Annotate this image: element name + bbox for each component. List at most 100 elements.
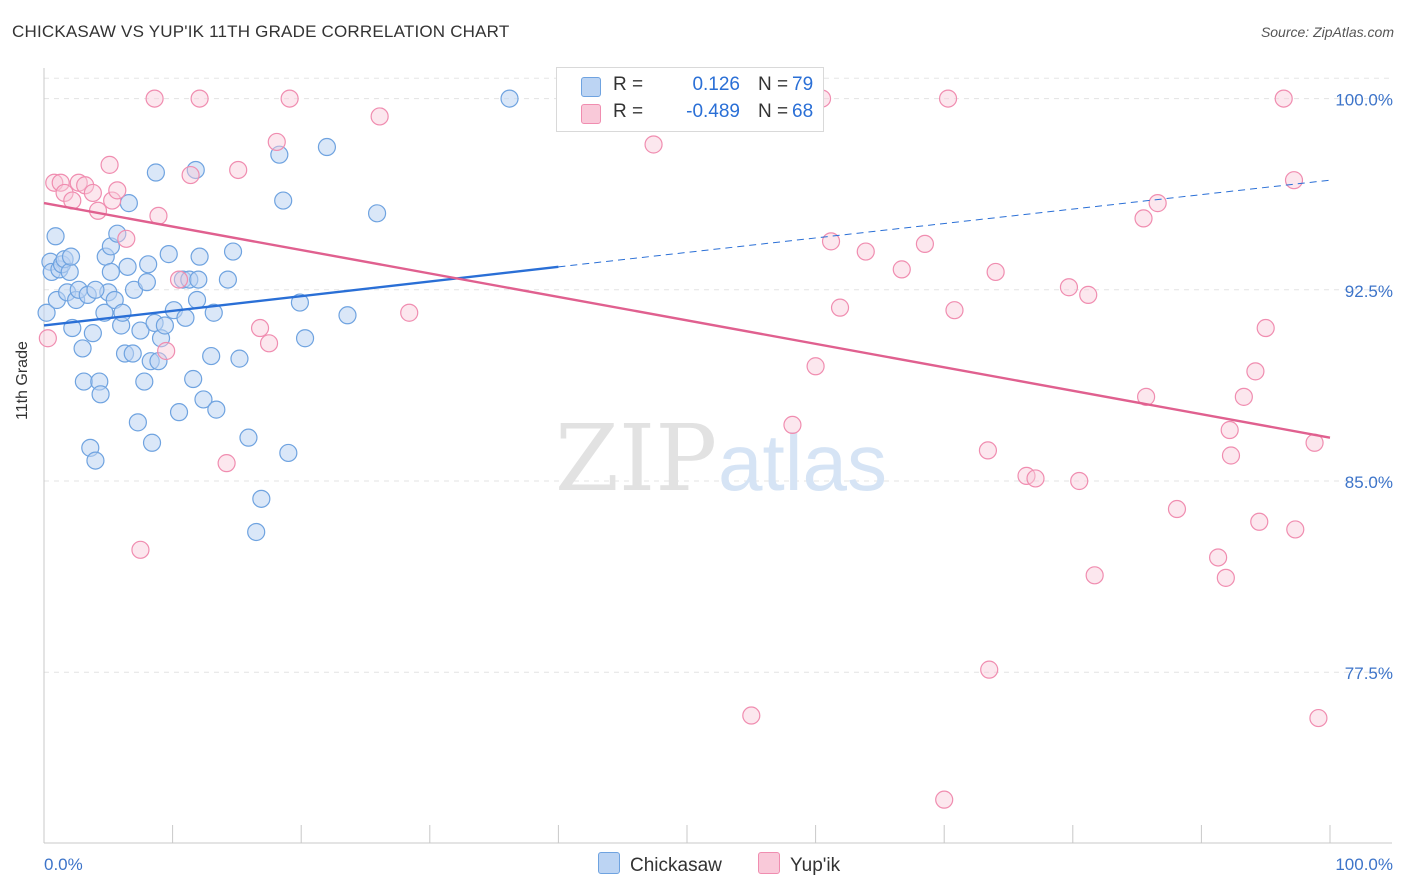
chickasaw-point: [139, 255, 158, 274]
yupik-point: [1309, 708, 1328, 728]
yupik-point: [830, 298, 850, 317]
chickasaw-point: [146, 163, 165, 182]
chickasaw-point: [131, 321, 150, 340]
chickasaw-point: [149, 352, 168, 371]
yupik-point: [1216, 568, 1235, 587]
yupik-point: [259, 334, 279, 353]
yupik-point: [103, 191, 122, 210]
y-tick-label: 85.0%: [1345, 473, 1393, 492]
chickasaw-point: [279, 443, 298, 463]
yupik-point: [400, 303, 419, 322]
stats-legend: R = 0.126 N = 79 R = -0.489 N = 68: [556, 67, 824, 132]
chickasaw-point: [61, 247, 81, 266]
chickasaw-point: [73, 339, 92, 358]
yupik-point: [100, 155, 119, 174]
r-value: 0.126: [692, 74, 740, 95]
yupik-point: [1137, 387, 1156, 406]
watermark-atlas: atlas: [718, 418, 887, 507]
yupik-trend-line: [43, 201, 1331, 439]
chickasaw-swatch: [581, 77, 601, 97]
y-tick-label: 100.0%: [1335, 91, 1393, 110]
chickasaw-point: [338, 306, 357, 325]
chickasaw-point: [91, 385, 110, 404]
chickasaw-point: [202, 346, 221, 366]
chickasaw-point: [367, 204, 387, 223]
yupik-point: [217, 454, 236, 473]
x-tick-label: 100.0%: [1335, 855, 1393, 874]
yupik-point: [108, 181, 127, 200]
yupik-point: [644, 135, 663, 154]
yupik-point: [1286, 520, 1305, 539]
chickasaw-trend-extension: [558, 179, 1331, 268]
legend-label-yupik: Yup'ik: [790, 855, 841, 876]
yupik-point: [55, 183, 74, 203]
chickasaw-point: [60, 262, 79, 282]
yupik-point: [51, 173, 70, 192]
chickasaw-point: [123, 344, 142, 363]
yupik-point: [1059, 278, 1079, 297]
chickasaw-point: [46, 227, 65, 246]
axes: [43, 68, 1392, 844]
yupik-point: [856, 242, 875, 261]
yupik-point: [935, 790, 954, 809]
watermark-zip: ZIP: [555, 405, 717, 512]
yupik-point: [250, 318, 270, 338]
chickasaw-point: [274, 191, 293, 210]
yupik-point: [1070, 471, 1089, 491]
yupik-point: [83, 183, 102, 203]
yupik-point: [145, 89, 164, 108]
chickasaw-swatch: [598, 852, 620, 874]
chickasaw-point: [223, 242, 243, 261]
yupik-point: [190, 89, 209, 108]
yupik-point: [892, 260, 911, 279]
chickasaw-point: [86, 280, 105, 299]
yupik-point: [370, 107, 389, 126]
chickasaw-point: [247, 522, 266, 542]
chickasaw-point: [189, 270, 208, 289]
chickasaw-point: [101, 262, 120, 282]
chickasaw-point: [295, 329, 315, 348]
chickasaw-point: [159, 245, 178, 264]
chickasaw-point: [142, 433, 162, 452]
yupik-point: [1246, 362, 1265, 381]
chickasaw-point: [187, 290, 207, 310]
n-label: N =: [758, 74, 789, 95]
legend-label-chickasaw: Chickasaw: [630, 855, 722, 876]
chickasaw-point: [135, 372, 154, 391]
chickasaw-point: [194, 390, 213, 409]
yupik-point: [169, 270, 189, 289]
chickasaw-point: [190, 247, 209, 266]
yupik-point: [945, 301, 964, 320]
watermark: ZIP atlas: [555, 405, 887, 512]
yupik-point: [938, 89, 958, 108]
yupik-point: [1134, 209, 1153, 228]
yupik-point: [980, 660, 999, 679]
chickasaw-point: [108, 224, 127, 243]
source-note: Source: ZipAtlas.com: [1260, 24, 1394, 40]
chickasaw-point: [239, 428, 258, 447]
chickasaw-point: [204, 303, 223, 322]
chickasaw-point: [83, 324, 102, 343]
chickasaw-point: [128, 413, 147, 432]
yupik-point: [267, 132, 286, 152]
chickasaw-point: [230, 349, 249, 368]
yupik-swatch: [581, 104, 601, 124]
yupik-point: [38, 329, 57, 348]
chickasaw-point: [37, 303, 56, 322]
yupik-point: [157, 341, 176, 361]
yupik-swatch: [758, 852, 780, 874]
r-label: R =: [613, 101, 644, 122]
chickasaw-point: [137, 273, 156, 292]
n-value: 68: [792, 101, 814, 122]
yupik-point: [181, 165, 200, 185]
chickasaw-point: [184, 369, 203, 389]
n-value: 79: [792, 74, 814, 95]
gridlines: [44, 77, 1392, 673]
r-value: -0.489: [686, 101, 740, 122]
chickasaw-point: [113, 303, 132, 322]
chickasaw-point: [500, 89, 519, 108]
y-axis-label: 11th Grade: [14, 341, 31, 420]
x-tick-label: 0.0%: [44, 855, 83, 874]
yupik-point: [117, 229, 136, 248]
yupik-point: [76, 176, 95, 195]
